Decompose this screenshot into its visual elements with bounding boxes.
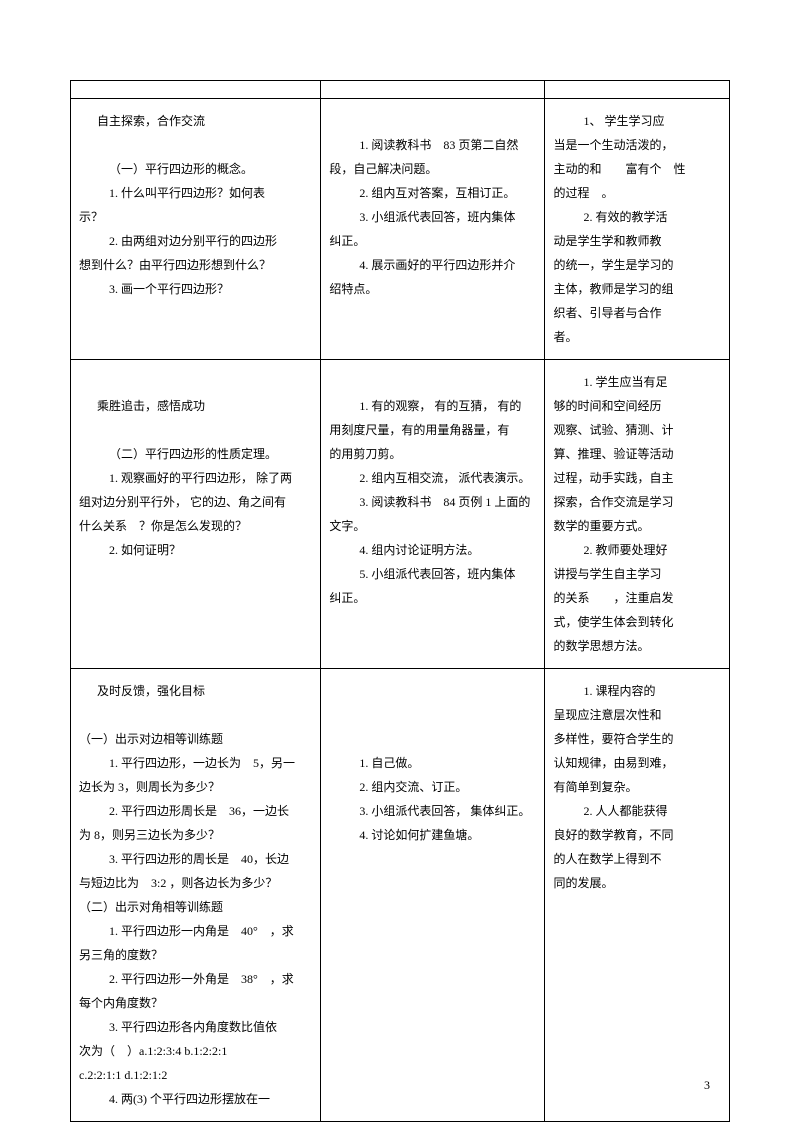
activity-cell: 自主探索，合作交流 （一）平行四边形的概念。 1. 什么叫平行四边形？如何表 示… xyxy=(71,99,321,360)
text-line: 2. 组内互相交流， 派代表演示。 xyxy=(329,466,536,490)
spacer-row xyxy=(71,81,730,99)
text-line: 1. 阅读教科书 83 页第二自然 xyxy=(329,133,536,157)
text-line: 3. 平行四边形的周长是 40，长边 xyxy=(79,847,312,871)
text-line: 文字。 xyxy=(329,514,536,538)
text-line: 数学的重要方式。 xyxy=(553,514,721,538)
text-line: 主体，教师是学习的组 xyxy=(553,277,721,301)
text-line: 良好的数学教育，不同 xyxy=(553,823,721,847)
text-line: 2. 平行四边形一外角是 38° ，求 xyxy=(79,967,312,991)
method-cell: 1. 阅读教科书 83 页第二自然 段，自己解决问题。 2. 组内互对答案，互相… xyxy=(321,99,545,360)
text-line: 呈现应注意层次性和 xyxy=(553,703,721,727)
section-title: 乘胜追击，感悟成功 xyxy=(79,394,312,418)
text-line: 认知规律，由易到难， xyxy=(553,751,721,775)
section-title: 自主探索，合作交流 xyxy=(79,109,312,133)
text-line: 过程，动手实践，自主 xyxy=(553,466,721,490)
method-cell: 1. 有的观察， 有的互猜， 有的 用刻度尺量，有的用量角器量，有 的用剪刀剪。… xyxy=(321,360,545,669)
text-line: 另三角的度数？ xyxy=(79,943,312,967)
text-line: 用刻度尺量，有的用量角器量，有 xyxy=(329,418,536,442)
text-line: 4. 讨论如何扩建鱼塘。 xyxy=(329,823,536,847)
text-line: 2. 组内互对答案，互相订正。 xyxy=(329,181,536,205)
text-line: 同的发展。 xyxy=(553,871,721,895)
text-line: 3. 小组派代表回答，班内集体 xyxy=(329,205,536,229)
table-row: 乘胜追击，感悟成功 （二）平行四边形的性质定理。 1. 观察画好的平行四边形， … xyxy=(71,360,730,669)
text-line: 边长为 3，则周长为多少？ xyxy=(79,775,312,799)
text-line: 段，自己解决问题。 xyxy=(329,157,536,181)
text-line: 的统一，学生是学习的 xyxy=(553,253,721,277)
text-line: 4. 展示画好的平行四边形并介 xyxy=(329,253,536,277)
text-line: 1. 课程内容的 xyxy=(553,679,721,703)
text-line: 为 8，则另三边长为多少？ xyxy=(79,823,312,847)
text-line: 1. 平行四边形一内角是 40° ，求 xyxy=(79,919,312,943)
text-line: 4. 两(3) 个平行四边形摆放在一 xyxy=(79,1087,312,1111)
text-line: 2. 教师要处理好 xyxy=(553,538,721,562)
text-line: 绍特点。 xyxy=(329,277,536,301)
text-line: 什么关系 ？你是怎么发现的？ xyxy=(79,514,312,538)
text-line: 3. 小组派代表回答， 集体纠正。 xyxy=(329,799,536,823)
text-line: 与短边比为 3:2 ，则各边长为多少？ xyxy=(79,871,312,895)
text-line: 纠正。 xyxy=(329,586,536,610)
text-line: （一）出示对边相等训练题 xyxy=(79,727,312,751)
text-line: 想到什么？由平行四边形想到什么？ xyxy=(79,253,312,277)
text-line: 讲授与学生自主学习 xyxy=(553,562,721,586)
method-cell: 1. 自己做。 2. 组内交流、订正。 3. 小组派代表回答， 集体纠正。 4.… xyxy=(321,669,545,1122)
text-line: 的用剪刀剪。 xyxy=(329,442,536,466)
text-line: 4. 组内讨论证明方法。 xyxy=(329,538,536,562)
table-row: 自主探索，合作交流 （一）平行四边形的概念。 1. 什么叫平行四边形？如何表 示… xyxy=(71,99,730,360)
note-cell: 1. 课程内容的 呈现应注意层次性和 多样性，要符合学生的 认知规律，由易到难，… xyxy=(545,669,730,1122)
table-row: 及时反馈，强化目标 （一）出示对边相等训练题 1. 平行四边形，一边长为 5，另… xyxy=(71,669,730,1122)
text-line: 动是学生学和教师教 xyxy=(553,229,721,253)
text-line: 的过程 。 xyxy=(553,181,721,205)
text-line: （二）出示对角相等训练题 xyxy=(79,895,312,919)
text-line: 有简单到复杂。 xyxy=(553,775,721,799)
activity-cell: 及时反馈，强化目标 （一）出示对边相等训练题 1. 平行四边形，一边长为 5，另… xyxy=(71,669,321,1122)
text-line: 3. 平行四边形各内角度数比值依 xyxy=(79,1015,312,1039)
text-line: 5. 小组派代表回答，班内集体 xyxy=(329,562,536,586)
text-line: 多样性，要符合学生的 xyxy=(553,727,721,751)
text-line: 组对边分别平行外， 它的边、角之间有 xyxy=(79,490,312,514)
text-line: c.2:2:1:1 d.1:2:1:2 xyxy=(79,1063,312,1087)
text-line: 纠正。 xyxy=(329,229,536,253)
text-line: （一）平行四边形的概念。 xyxy=(79,157,312,181)
text-line: 次为（ ）a.1:2:3:4 b.1:2:2:1 xyxy=(79,1039,312,1063)
text-line: 者。 xyxy=(553,325,721,349)
section-title: 及时反馈，强化目标 xyxy=(79,679,312,703)
text-line: 每个内角度数？ xyxy=(79,991,312,1015)
lesson-table: 自主探索，合作交流 （一）平行四边形的概念。 1. 什么叫平行四边形？如何表 示… xyxy=(70,80,730,1122)
activity-cell: 乘胜追击，感悟成功 （二）平行四边形的性质定理。 1. 观察画好的平行四边形， … xyxy=(71,360,321,669)
text-line: 观察、试验、猜测、计 xyxy=(553,418,721,442)
empty-cell xyxy=(71,81,321,99)
text-line: 1. 什么叫平行四边形？如何表 xyxy=(79,181,312,205)
text-line: 织者、引导者与合作 xyxy=(553,301,721,325)
text-line: 主动的和 富有个 性 xyxy=(553,157,721,181)
page-number: 3 xyxy=(704,1078,710,1093)
text-line: 的数学思想方法。 xyxy=(553,634,721,658)
text-line: 1. 观察画好的平行四边形， 除了两 xyxy=(79,466,312,490)
text-line: 3. 阅读教科书 84 页例 1 上面的 xyxy=(329,490,536,514)
text-line: 式，使学生体会到转化 xyxy=(553,610,721,634)
text-line: 算、推理、验证等活动 xyxy=(553,442,721,466)
text-line: 1. 自己做。 xyxy=(329,751,536,775)
empty-cell xyxy=(545,81,730,99)
text-line: 2. 平行四边形周长是 36，一边长 xyxy=(79,799,312,823)
text-line: （二）平行四边形的性质定理。 xyxy=(79,442,312,466)
text-line: 示？ xyxy=(79,205,312,229)
text-line: 1. 有的观察， 有的互猜， 有的 xyxy=(329,394,536,418)
text-line: 3. 画一个平行四边形？ xyxy=(79,277,312,301)
text-line: 探索，合作交流是学习 xyxy=(553,490,721,514)
note-cell: 1、 学生学习应 当是一个生动活泼的， 主动的和 富有个 性 的过程 。 2. … xyxy=(545,99,730,360)
text-line: 2. 如何证明？ xyxy=(79,538,312,562)
text-line: 1、 学生学习应 xyxy=(553,109,721,133)
note-cell: 1. 学生应当有足 够的时间和空间经历 观察、试验、猜测、计 算、推理、验证等活… xyxy=(545,360,730,669)
text-line: 1. 学生应当有足 xyxy=(553,370,721,394)
text-line: 2. 组内交流、订正。 xyxy=(329,775,536,799)
empty-cell xyxy=(321,81,545,99)
text-line: 1. 平行四边形，一边长为 5，另一 xyxy=(79,751,312,775)
text-line: 的关系 ，注重启发 xyxy=(553,586,721,610)
text-line: 2. 人人都能获得 xyxy=(553,799,721,823)
text-line: 的人在数学上得到不 xyxy=(553,847,721,871)
text-line: 2. 由两组对边分别平行的四边形 xyxy=(79,229,312,253)
text-line: 2. 有效的教学活 xyxy=(553,205,721,229)
text-line: 够的时间和空间经历 xyxy=(553,394,721,418)
text-line: 当是一个生动活泼的， xyxy=(553,133,721,157)
